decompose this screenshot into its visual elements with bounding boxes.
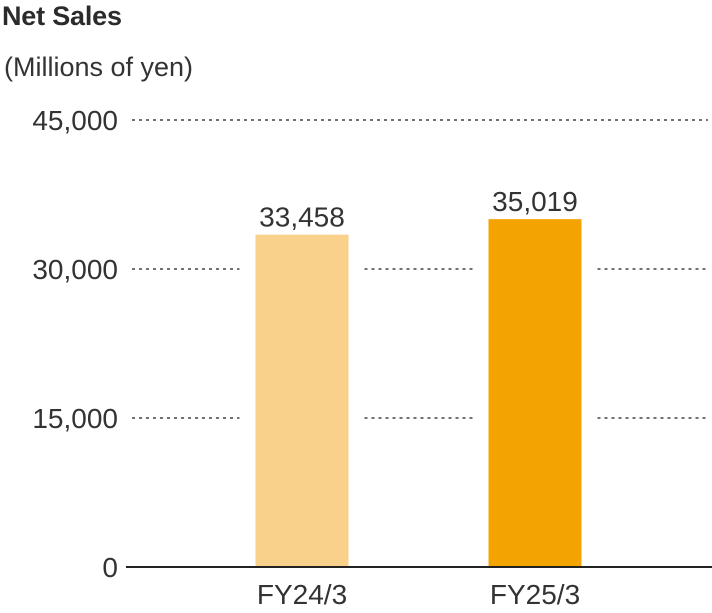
bars [255,219,582,568]
y-axis-ticks: 0 15,000 30,000 45,000 [32,105,118,583]
data-labels: 33,458 35,019 [259,186,578,233]
y-tick-label: 0 [102,552,118,583]
x-category-label: FY24/3 [257,579,347,610]
y-axis-unit-label: (Millions of yen) [4,52,194,82]
chart-title: Net Sales [2,1,122,31]
bar-value-label: 33,458 [259,202,345,233]
y-tick-label: 15,000 [32,403,118,434]
x-axis-categories: FY24/3 FY25/3 [257,579,580,610]
bar-fy25-3 [488,219,582,568]
grid-lines [132,119,708,419]
y-tick-label: 30,000 [32,254,118,285]
bar-value-label: 35,019 [492,186,578,217]
y-tick-label: 45,000 [32,105,118,136]
x-category-label: FY25/3 [490,579,580,610]
bar-fy24-3 [255,234,349,568]
